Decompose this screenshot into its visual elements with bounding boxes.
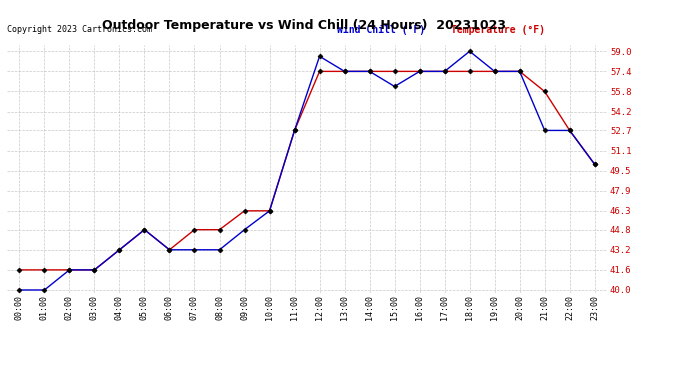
Text: Wind Chill (°F): Wind Chill (°F) — [337, 25, 425, 35]
Text: Copyright 2023 Cartronics.com: Copyright 2023 Cartronics.com — [7, 25, 152, 34]
Text: Temperature (°F): Temperature (°F) — [451, 25, 545, 35]
Text: Outdoor Temperature vs Wind Chill (24 Hours)  20231023: Outdoor Temperature vs Wind Chill (24 Ho… — [101, 19, 506, 32]
